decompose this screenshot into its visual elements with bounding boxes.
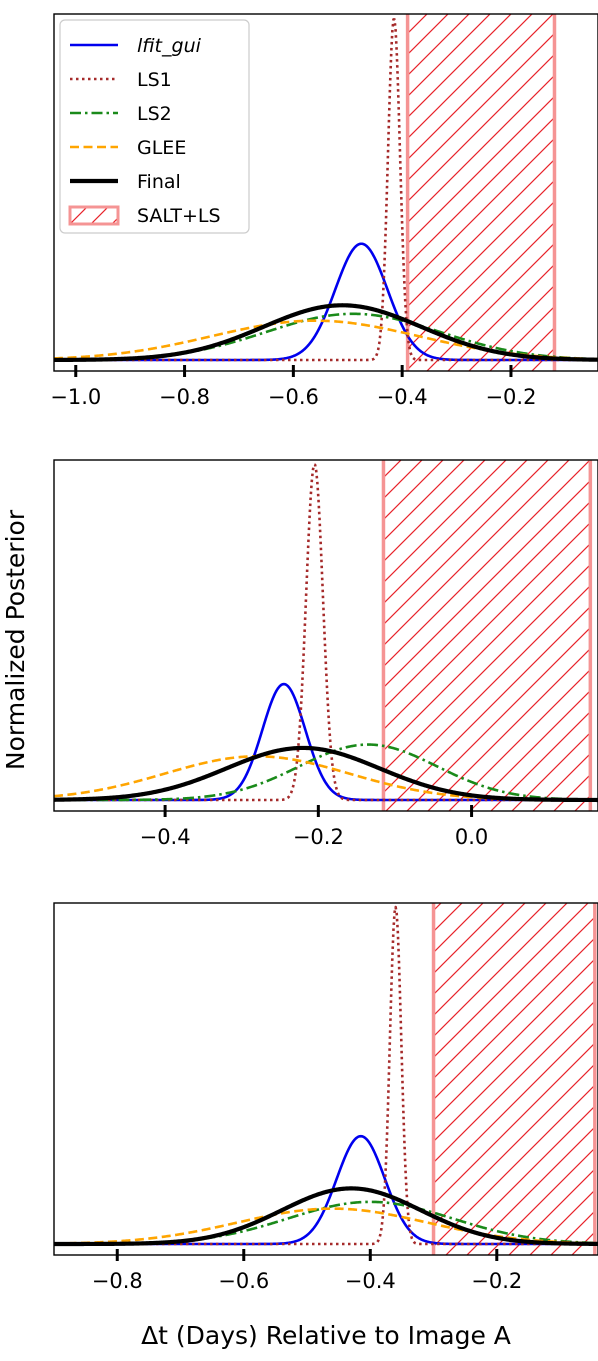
legend-item: LS1 — [70, 69, 172, 91]
legend-item: lfit_gui — [70, 35, 202, 57]
legend-item: GLEE — [70, 137, 186, 159]
x-tick-label: −0.2 — [293, 825, 344, 849]
series-final — [54, 1186, 598, 1247]
axes-frame — [53, 459, 598, 812]
x-tick-label: −1.0 — [50, 385, 101, 409]
legend-label: GLEE — [137, 137, 186, 159]
x-tick-label: −0.6 — [268, 385, 319, 409]
x-tick-label: −0.2 — [485, 385, 536, 409]
x-tick-label: −0.8 — [92, 1269, 143, 1293]
y-axis-label: Normalized Posterior — [1, 509, 30, 770]
x-tick-label: 0.0 — [455, 825, 488, 849]
panel-bottom: −0.8 −0.6 −0.4 −0.2 — [53, 902, 598, 1293]
legend-label: lfit_gui — [137, 35, 202, 57]
x-tick-label: −0.4 — [377, 385, 428, 409]
x-axis-label: Δt (Days) Relative to Image A — [141, 1321, 511, 1350]
legend-item: LS2 — [70, 103, 172, 125]
axes-frame — [53, 902, 598, 1256]
legend-label: SALT+LS — [137, 205, 221, 227]
panel-middle: −0.4 −0.2 0.0 — [53, 459, 598, 849]
series-final — [54, 303, 598, 363]
panel-top: −1.0 −0.8 −0.6 −0.4 −0.2 — [50, 13, 598, 409]
x-tick-label: −0.6 — [218, 1269, 269, 1293]
salt-ls-band — [405, 14, 557, 371]
series-final — [54, 745, 598, 803]
series-ls1 — [54, 18, 598, 362]
series-glee — [54, 1207, 598, 1245]
x-tick-label: −0.4 — [345, 1269, 396, 1293]
salt-ls-band — [431, 903, 597, 1255]
series-ls2 — [54, 743, 598, 802]
legend-label: Final — [137, 171, 181, 193]
legend-label: LS2 — [137, 103, 172, 125]
legend-item: Final — [70, 171, 181, 193]
axes-frame — [53, 13, 598, 372]
legend-swatch — [68, 205, 120, 226]
x-tick-label: −0.4 — [140, 825, 191, 849]
legend: lfit_gui LS1 LS2 GLEE Final SALT+LS — [59, 19, 250, 234]
x-tick-label: −0.2 — [471, 1269, 522, 1293]
legend-item: SALT+LS — [68, 205, 221, 227]
salt-ls-band — [381, 460, 593, 811]
x-tick-label: −0.8 — [159, 385, 210, 409]
legend-label: LS1 — [137, 69, 172, 91]
